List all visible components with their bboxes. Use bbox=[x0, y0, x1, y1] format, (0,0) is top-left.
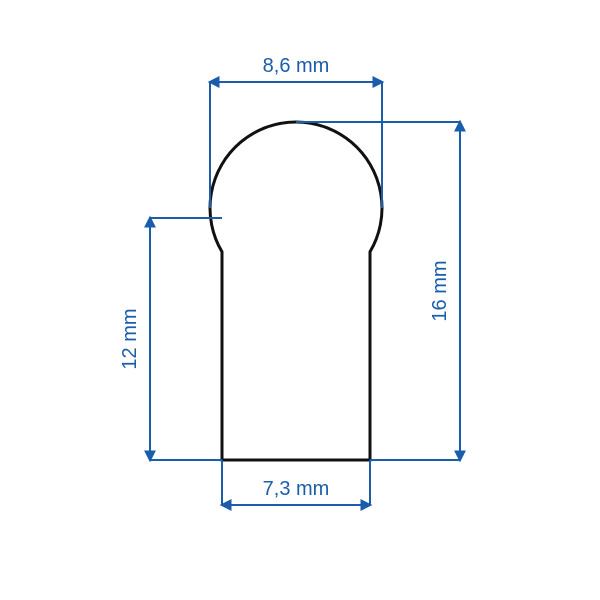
profile-outline bbox=[210, 122, 382, 460]
dim-label: 12 mm bbox=[119, 308, 141, 369]
dim-label: 8,6 mm bbox=[263, 55, 330, 77]
dim-label: 7,3 mm bbox=[263, 478, 330, 500]
dim-label: 16 mm bbox=[429, 260, 451, 321]
drawing-canvas: 8,6 mm 7,3 mm 12 mm 16 mm bbox=[0, 0, 600, 600]
